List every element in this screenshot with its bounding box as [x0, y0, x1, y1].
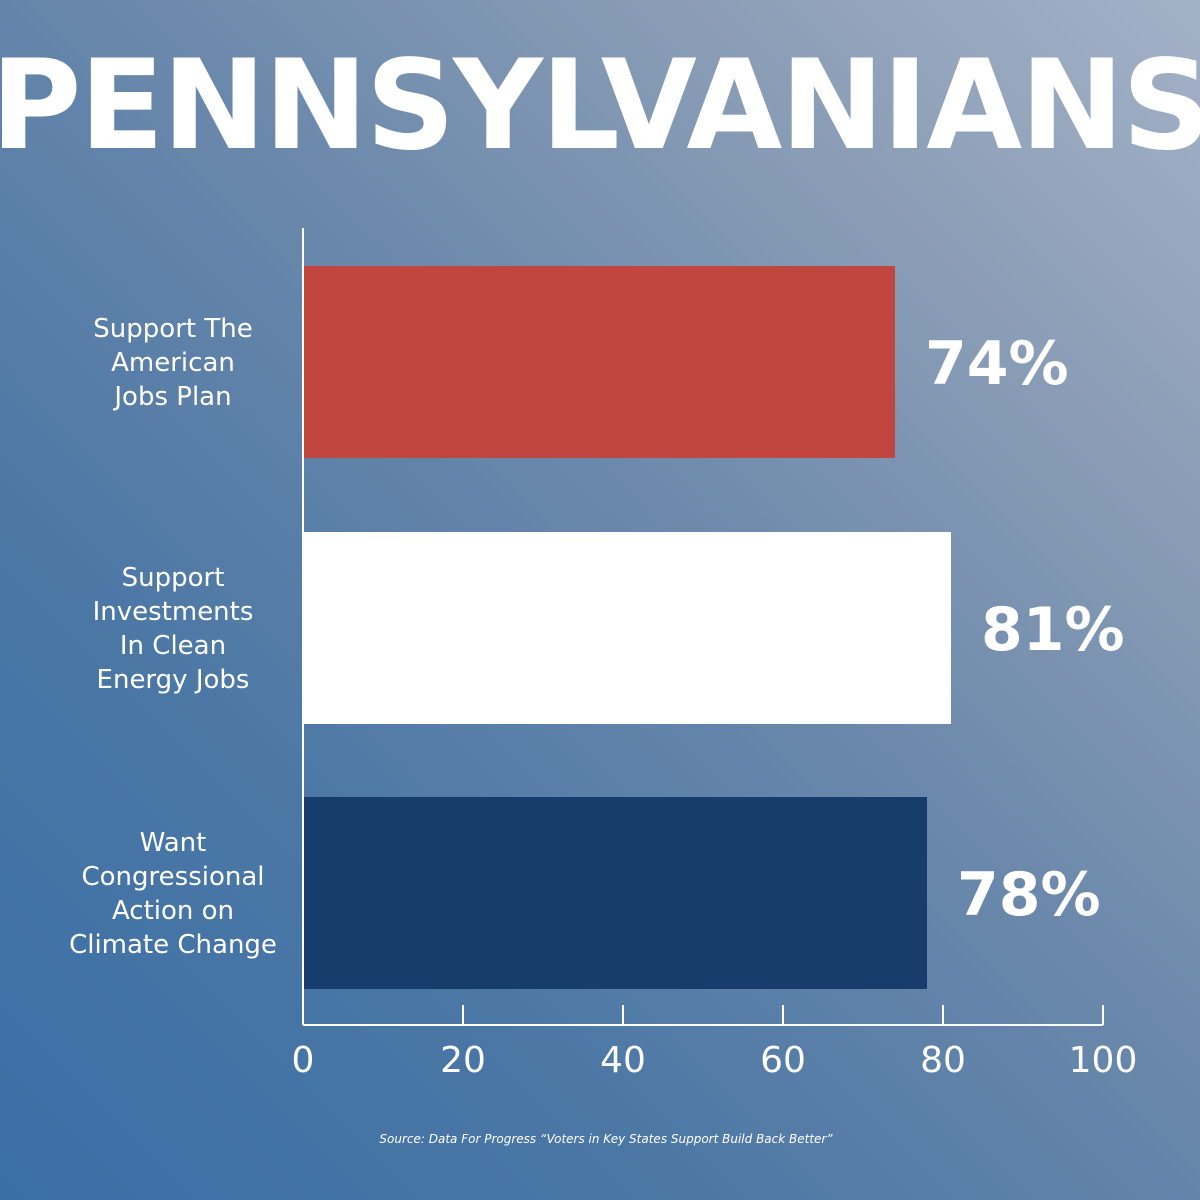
category-label: Want Congressional Action on Climate Change [69, 828, 277, 960]
x-tick-label: 60 [760, 1040, 806, 1081]
category-label-line: Congressional [81, 862, 264, 892]
x-tick-label: 40 [600, 1040, 646, 1081]
category-label: Support The American Jobs Plan [93, 314, 252, 412]
source-note: Source: Data For Progress “Voters in Key… [379, 1132, 833, 1146]
x-tick-label: 20 [440, 1040, 486, 1081]
x-tick-label: 100 [1069, 1040, 1138, 1081]
value-labels: 74% 81% 78% [925, 329, 1125, 930]
category-label-line: Support The [93, 314, 252, 344]
category-label-line: Jobs Plan [112, 382, 231, 412]
category-label-line: Action on [112, 896, 234, 926]
x-tick-label: 80 [920, 1040, 966, 1081]
bar [304, 797, 927, 989]
chart-title: PENNSYLVANIANS [0, 34, 1200, 178]
category-label-line: Want [140, 828, 207, 858]
bar-value-label: 81% [981, 595, 1125, 665]
axes [302, 228, 1103, 1026]
category-label: Support Investments In Clean Energy Jobs [93, 563, 254, 695]
category-label-line: American [111, 348, 235, 378]
category-label-line: In Clean [120, 631, 226, 661]
x-tick-label: 0 [292, 1040, 315, 1081]
category-label-line: Support [122, 563, 225, 593]
category-label-line: Climate Change [69, 930, 277, 960]
bar [304, 532, 951, 724]
bar-value-label: 74% [925, 329, 1069, 399]
category-label-line: Investments [93, 597, 254, 627]
bars [304, 266, 951, 989]
category-labels: Support The American Jobs Plan Support Inves… [69, 314, 277, 960]
bar-value-label: 78% [957, 860, 1101, 930]
category-label-line: Energy Jobs [97, 665, 250, 695]
bar [304, 266, 895, 458]
x-ticks: 0 20 40 60 80 100 [292, 1005, 1138, 1081]
